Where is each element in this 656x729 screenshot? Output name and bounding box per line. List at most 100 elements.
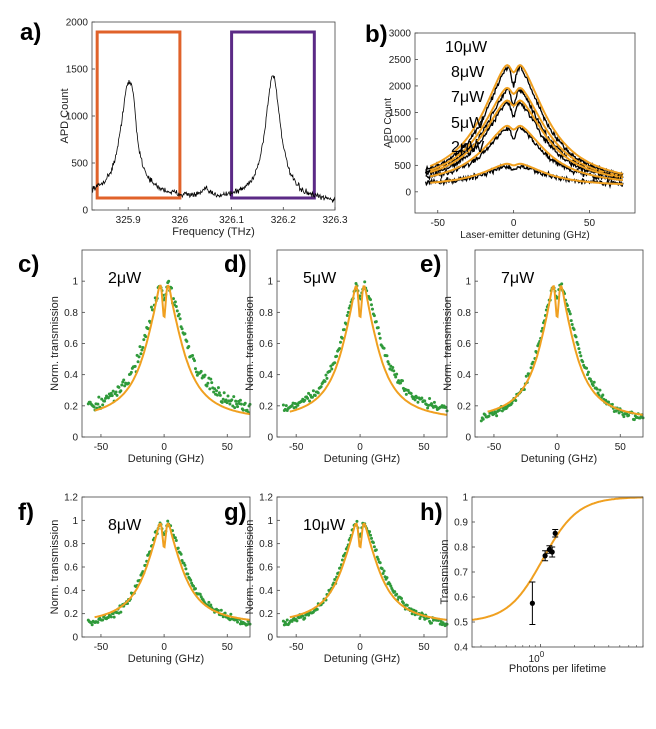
series-label-3: 5μW xyxy=(451,115,485,132)
y-tick-label: 1500 xyxy=(389,108,412,119)
data-point xyxy=(243,401,247,405)
data-point xyxy=(303,398,307,402)
data-point xyxy=(90,623,94,627)
data-point xyxy=(111,612,115,616)
data-point xyxy=(210,381,214,385)
fit-curve xyxy=(289,284,448,416)
fit-curve-4 xyxy=(430,162,623,186)
data-point xyxy=(217,391,221,395)
data-point xyxy=(399,381,403,385)
x-tick-label: 50 xyxy=(418,642,430,653)
data-point xyxy=(234,399,238,403)
data-point xyxy=(137,355,141,359)
data-point xyxy=(308,399,312,403)
data-point xyxy=(581,360,585,364)
x-tick-label: 100 xyxy=(529,650,545,665)
x-axis-label: Detuning (GHz) xyxy=(128,653,204,665)
y-tick-label: 0.6 xyxy=(64,563,78,574)
data-point xyxy=(117,385,121,389)
data-point xyxy=(173,300,177,304)
data-point xyxy=(174,539,178,543)
fit-curve-0 xyxy=(429,63,624,175)
data-point xyxy=(101,403,105,407)
data-point xyxy=(186,572,190,576)
data-point xyxy=(578,350,582,354)
x-tick-label: 50 xyxy=(222,642,234,653)
data-point xyxy=(170,286,174,290)
data-point xyxy=(324,373,328,377)
data-point xyxy=(368,530,372,534)
y-tick-label: 0.2 xyxy=(259,609,273,620)
x-tick-label: -50 xyxy=(289,642,304,653)
data-point xyxy=(394,375,398,379)
panel-label: c) xyxy=(18,251,39,278)
data-point xyxy=(129,370,133,374)
data-point xyxy=(576,343,580,347)
y-tick-label: 1 xyxy=(72,516,78,527)
data-point xyxy=(190,581,194,585)
data-point xyxy=(617,411,621,415)
data-point xyxy=(400,379,404,383)
data-point xyxy=(225,401,229,405)
data-point xyxy=(335,354,339,358)
data-point xyxy=(333,578,337,582)
data-point xyxy=(166,519,170,523)
panel-g: -50 0 50 0 0.2 0.4 0.6 0.8 1 1.2 Detuning (GHz) Nor… xyxy=(224,493,449,665)
data-point xyxy=(215,393,219,397)
data-point xyxy=(120,383,124,387)
data-point xyxy=(568,312,572,316)
x-tick-label: 0 xyxy=(161,642,167,653)
data-point xyxy=(97,395,101,399)
data-point xyxy=(426,406,430,410)
data-point xyxy=(529,366,533,370)
data-point xyxy=(579,354,583,358)
data-point xyxy=(552,530,558,536)
data-point xyxy=(306,396,310,400)
data-point xyxy=(577,347,581,351)
data-point xyxy=(206,381,210,385)
data-point xyxy=(136,360,140,364)
data-point xyxy=(397,379,401,383)
y-tick-label: 0.6 xyxy=(454,593,468,604)
panel-a: 325.9 326 326.1 326.2 326.3 0 500 1000 1500 2000 F… xyxy=(20,18,348,239)
x-tick-label: 0 xyxy=(357,442,363,453)
data-point xyxy=(497,408,501,412)
panel-label: f) xyxy=(18,499,34,526)
data-point xyxy=(138,345,142,349)
data-point xyxy=(591,384,595,388)
data-point xyxy=(524,374,528,378)
y-tick-label: 0.4 xyxy=(259,586,273,597)
fit-curve xyxy=(94,284,251,416)
y-tick-label: 1000 xyxy=(66,112,89,123)
y-tick-label: 0.8 xyxy=(64,539,78,550)
power-label: 2μW xyxy=(108,270,142,287)
data-point xyxy=(428,397,432,401)
data-point xyxy=(481,417,485,421)
x-tick-label: 326.1 xyxy=(219,215,244,226)
data-point xyxy=(542,553,548,559)
fit-curve xyxy=(487,284,644,416)
y-tick-label: 0.4 xyxy=(64,370,78,381)
data-point xyxy=(416,400,420,404)
data-point xyxy=(209,377,213,381)
data-point xyxy=(236,620,240,624)
data-point xyxy=(430,402,434,406)
y-tick-label: 3000 xyxy=(389,29,412,40)
data-point xyxy=(239,402,243,406)
data-point xyxy=(399,597,403,601)
data-point xyxy=(149,305,153,309)
data-point xyxy=(195,373,199,377)
data-point xyxy=(382,346,386,350)
power-label: 7μW xyxy=(501,270,535,287)
y-axis-label: Norm. transmission xyxy=(244,520,256,615)
data-point xyxy=(109,615,113,619)
y-tick-label: 0.2 xyxy=(64,609,78,620)
fit-curve-3 xyxy=(429,124,624,182)
data-point xyxy=(193,359,197,363)
data-point xyxy=(100,397,104,401)
data-point xyxy=(395,592,399,596)
data-point xyxy=(627,413,631,417)
data-point xyxy=(199,369,203,373)
data-point xyxy=(281,403,285,407)
data-point xyxy=(174,305,178,309)
